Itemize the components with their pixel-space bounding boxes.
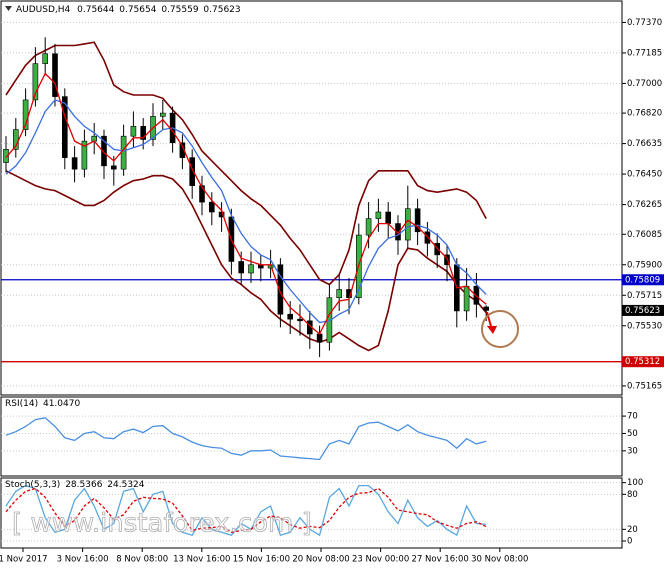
arrow-head — [487, 326, 497, 334]
y-tick-label: 0.77370 — [627, 18, 662, 28]
y-tick-label: 70 — [627, 412, 638, 422]
candle-body — [61, 96, 68, 158]
candle-body — [238, 261, 244, 274]
y-tick-label: 0.76085 — [627, 230, 662, 240]
candle-body — [483, 306, 490, 311]
candle-body — [414, 208, 421, 233]
y-tick-label: 20 — [627, 525, 638, 535]
y-tick-label: 0.77185 — [627, 48, 662, 58]
stoch-main-value: 28.5366 — [65, 480, 102, 490]
candle-body — [189, 157, 195, 186]
candle-body — [385, 211, 392, 224]
stoch-signal-value: 24.5324 — [107, 480, 144, 490]
x-tick-label: 13 Nov 16:00 — [173, 555, 230, 565]
candle-body — [297, 318, 303, 322]
candle-body — [287, 313, 294, 320]
level-label: 0.75809 — [625, 275, 660, 285]
y-tick-label: 0.75715 — [627, 291, 662, 301]
price-label: 0.75623 — [625, 306, 660, 316]
x-tick-label: 27 Nov 16:00 — [412, 555, 469, 565]
candle-body — [316, 333, 323, 343]
y-tick-label: 0.75165 — [627, 381, 662, 391]
y-tick-label: 0 — [627, 537, 632, 547]
y-tick-label: 0.75900 — [627, 260, 662, 270]
candle-body — [209, 201, 215, 213]
x-tick-label: 3 Nov 16:00 — [57, 555, 109, 565]
rsi-name: RSI(14) — [5, 399, 38, 409]
candle-body — [81, 140, 88, 170]
stoch-signal — [5, 487, 487, 533]
level-label-bg — [622, 356, 664, 368]
stoch-main — [5, 484, 487, 537]
candle-body — [179, 142, 186, 158]
level-label: 0.75312 — [625, 357, 660, 367]
main-panel — [0, 0, 623, 396]
candle-body — [42, 53, 49, 64]
candle-body — [365, 218, 372, 236]
high: 0.75654 — [119, 5, 156, 15]
y-tick-label: 0.77000 — [627, 79, 662, 89]
candle-body — [248, 264, 254, 274]
watermark: [ www.instaforex.com ] — [12, 509, 312, 539]
y-tick-label: 0.76635 — [627, 139, 662, 149]
open: 0.75644 — [77, 5, 114, 15]
chart-header: AUDUSD,H4 0.75644 0.75654 0.75559 0.7562… — [16, 5, 241, 15]
level-label-bg — [622, 274, 664, 286]
band-upper — [5, 41, 487, 286]
candle-body — [404, 208, 411, 241]
candle-body — [199, 185, 205, 203]
candle-body — [130, 125, 137, 137]
candle-body — [336, 289, 343, 299]
candle-body — [101, 135, 107, 167]
candle-body — [277, 264, 284, 315]
symbol-icon — [5, 6, 12, 11]
stoch-title: Stoch(5,3,3) 28.5366 24.5324 — [5, 480, 145, 490]
candle-body — [120, 135, 127, 170]
rsi-value: 41.0470 — [43, 399, 80, 409]
rsi-title: RSI(14) 41.0470 — [5, 399, 80, 409]
ma-slow — [5, 99, 487, 324]
candle-body — [111, 165, 117, 170]
candle-body — [140, 125, 146, 140]
candle-body — [160, 112, 166, 117]
rsi-panel — [0, 396, 623, 477]
ma-fast — [5, 72, 487, 336]
band-lower — [5, 170, 487, 352]
close: 0.75623 — [203, 5, 240, 15]
candle-body — [52, 53, 58, 97]
x-tick-label: 30 Nov 08:00 — [471, 555, 528, 565]
candle-body — [463, 285, 470, 312]
x-tick-label: 20 Nov 08:00 — [292, 555, 349, 565]
candle-body — [71, 157, 78, 170]
stoch-panel — [0, 477, 623, 549]
stoch-name: Stoch(5,3,3) — [5, 480, 60, 490]
y-tick-label: 50 — [627, 429, 638, 439]
x-tick-label: 1 Nov 2017 — [0, 555, 48, 565]
x-tick-label: 8 Nov 08:00 — [116, 555, 168, 565]
y-tick-label: 0.76820 — [627, 109, 662, 119]
y-tick-label: 0.76265 — [627, 200, 662, 210]
price-label-bg — [622, 304, 664, 316]
y-tick-label: 100 — [627, 478, 643, 488]
x-tick-label: 15 Nov 16:00 — [233, 555, 290, 565]
y-tick-label: 30 — [627, 446, 638, 456]
y-tick-label: 0.75530 — [627, 321, 662, 331]
x-tick-label: 23 Nov 00:00 — [352, 555, 409, 565]
candle-body — [375, 211, 382, 219]
symbol: AUDUSD,H4 — [16, 5, 71, 15]
low: 0.75559 — [161, 5, 198, 15]
candle-body — [3, 149, 9, 163]
y-tick-label: 80 — [627, 490, 638, 500]
rsi-line — [5, 417, 487, 461]
candle-body — [32, 63, 39, 101]
y-tick-label: 0.76450 — [627, 170, 662, 180]
target-circle — [481, 310, 519, 348]
